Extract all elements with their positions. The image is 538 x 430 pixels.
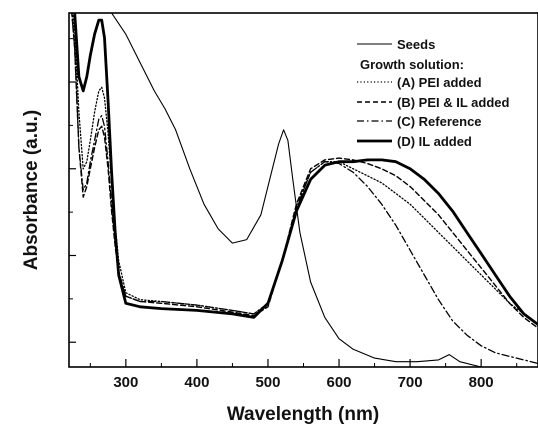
series-line — [71, 13, 538, 365]
series-line — [71, 13, 538, 329]
legend-entry-label: (A) PEI added — [397, 75, 482, 90]
legend-entry-label: (B) PEI & IL added — [397, 95, 509, 110]
x-tick-label: 500 — [255, 374, 280, 391]
legend-entry-label: Seeds — [397, 37, 435, 52]
tick-labels-layer: 300 400 500 600 700 800 — [113, 374, 493, 391]
y-axis-title: Absorbance (a.u.) — [21, 110, 42, 270]
series-line — [71, 13, 538, 326]
series-line — [110, 13, 482, 367]
x-tick-label: 800 — [469, 374, 494, 391]
x-axis-title: Wavelength (nm) — [227, 404, 379, 425]
x-tick-label: 300 — [113, 374, 138, 391]
legend-entry-label: (C) Reference — [397, 114, 482, 129]
x-tick-label: 400 — [184, 374, 209, 391]
series-line — [73, 13, 538, 326]
legend-header: Growth solution: — [360, 57, 464, 72]
x-tick-label: 700 — [398, 374, 423, 391]
ticks-layer — [69, 38, 518, 367]
series-layer — [71, 13, 538, 367]
legend-entry-label: (D) IL added — [397, 134, 472, 149]
legend: Seeds Growth solution: (A) PEI added (B) PE… — [357, 37, 509, 149]
x-tick-label: 600 — [327, 374, 352, 391]
